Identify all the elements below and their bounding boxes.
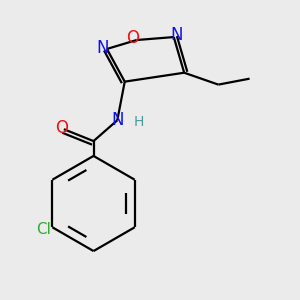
Text: H: H [134,115,144,129]
Text: Cl: Cl [36,222,51,237]
Text: N: N [97,39,109,57]
Text: O: O [55,119,68,137]
Text: N: N [170,26,183,44]
Text: O: O [127,29,140,47]
Text: N: N [111,111,124,129]
